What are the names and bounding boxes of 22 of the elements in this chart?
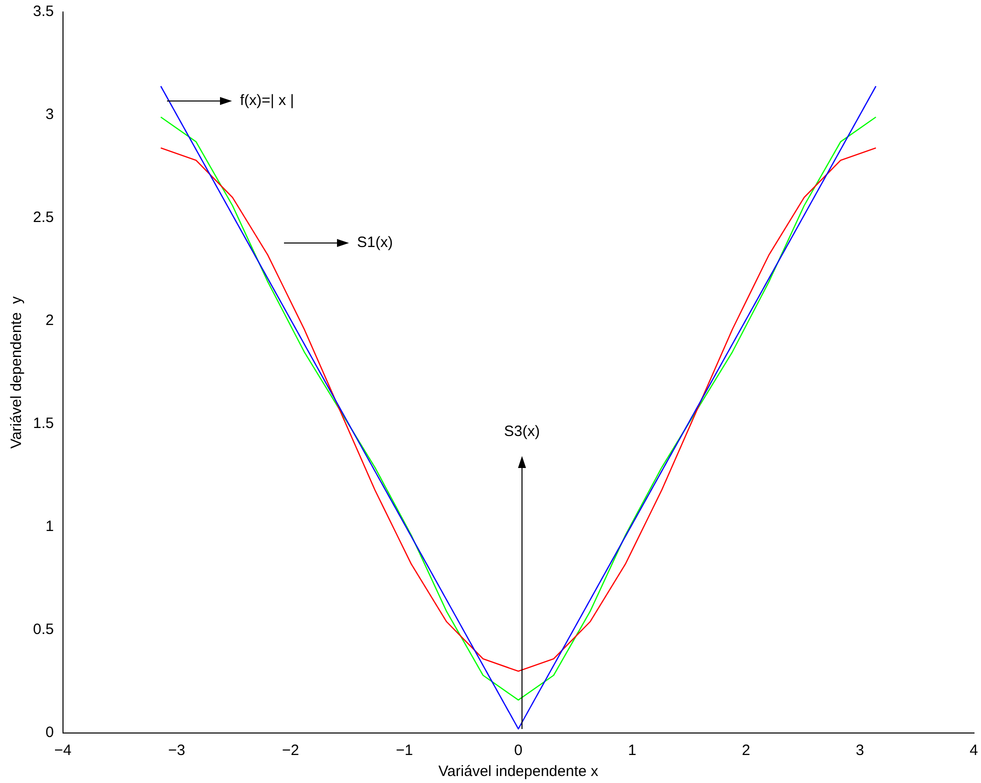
x-tick-label: 1 bbox=[628, 742, 636, 760]
y-tick-label: 1.5 bbox=[32, 415, 54, 432]
y-tick-label: 3.5 bbox=[32, 3, 54, 20]
annotation: S3(x) bbox=[504, 423, 540, 440]
y-tick-label: 3 bbox=[46, 106, 54, 124]
y-tick-label: 1 bbox=[46, 518, 54, 536]
x-axis-title: Variável independente x bbox=[438, 763, 599, 780]
x-tick-label: −4 bbox=[54, 742, 72, 760]
annotation: S1(x) bbox=[357, 234, 393, 252]
y-tick-label: 2.5 bbox=[32, 209, 54, 226]
y-axis-title: Variável dependente y bbox=[8, 296, 26, 449]
x-tick-label: 3 bbox=[856, 742, 864, 760]
x-tick-label: 0 bbox=[514, 742, 523, 760]
y-tick-label: 0.5 bbox=[32, 621, 54, 638]
x-tick-label: 2 bbox=[742, 742, 750, 760]
y-tick-label: 0 bbox=[46, 724, 54, 742]
x-tick-label: −2 bbox=[282, 742, 300, 760]
x-tick-label: 4 bbox=[970, 742, 978, 760]
x-tick-label: −3 bbox=[168, 742, 186, 760]
y-tick-label: 2 bbox=[46, 312, 54, 330]
annotation: f(x)=| x | bbox=[240, 92, 294, 110]
x-tick-label: −1 bbox=[396, 742, 414, 760]
